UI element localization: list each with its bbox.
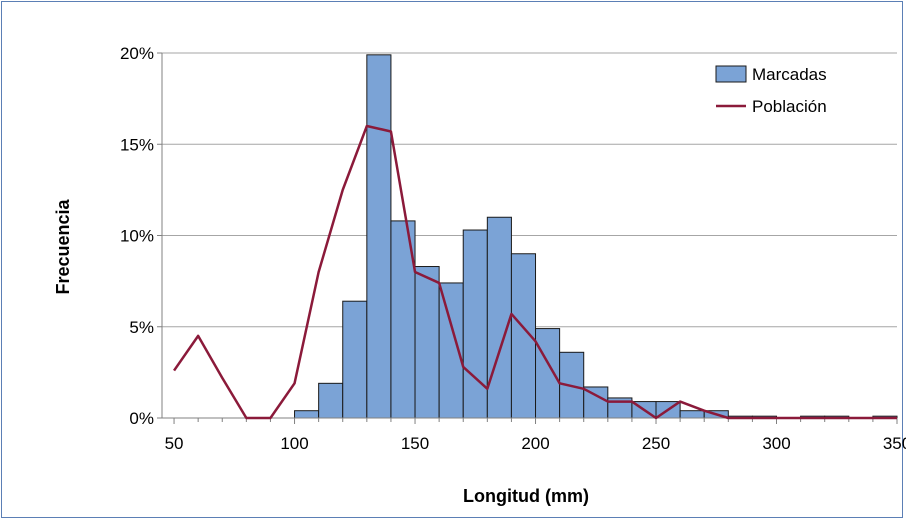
bar-16 [679, 410, 705, 419]
y-tick-label-4: 20% [120, 44, 154, 63]
bar-5 [414, 266, 440, 419]
bar-10 [535, 328, 561, 419]
legend-label-marcadas: Marcadas [752, 65, 827, 84]
line-poblacion-path [173, 124, 897, 420]
line-poblacion [173, 124, 897, 420]
y-tick-label-2: 10% [120, 227, 154, 246]
bar-0 [294, 410, 320, 419]
y-tick-labels: 0% 5% 10% 15% 20% [120, 44, 154, 428]
x-tick-label-4: 250 [642, 434, 670, 453]
x-tick-label-2: 150 [401, 434, 429, 453]
x-tick-label-6: 350 [883, 434, 906, 453]
bar-8 [486, 216, 512, 419]
x-tick-label-1: 100 [280, 434, 308, 453]
x-tick-label-3: 200 [521, 434, 549, 453]
x-axis-title: Longitud (mm) [463, 486, 589, 506]
legend-swatch-marcadas [715, 65, 747, 83]
bar-1 [318, 382, 344, 419]
x-tick-label-0: 50 [165, 434, 184, 453]
legend: Marcadas Población [715, 65, 827, 116]
x-tick-labels: 50 100 150 200 250 300 350 [165, 434, 906, 453]
y-axis-title: Frecuencia [53, 198, 73, 294]
y-tick-label-0: 0% [129, 409, 154, 428]
x-tick-label-5: 300 [762, 434, 790, 453]
bar-2 [342, 300, 368, 419]
bar-3 [366, 54, 392, 419]
y-tick-label-1: 5% [129, 318, 154, 337]
y-tick-label-3: 15% [120, 135, 154, 154]
bar-7 [462, 229, 488, 419]
legend-label-poblacion: Población [752, 97, 827, 116]
